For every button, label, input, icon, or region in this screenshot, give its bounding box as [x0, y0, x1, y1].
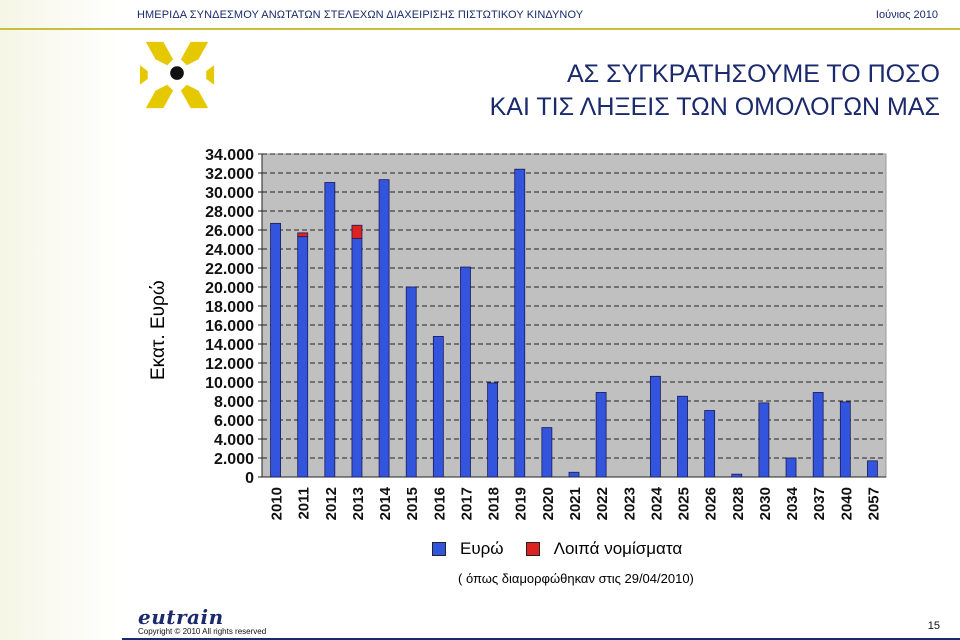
y-tick-label: 34.000 — [205, 147, 254, 164]
bar-euro — [324, 182, 336, 478]
slide-title-line2: ΚΑΙ ΤΙΣ ΛΗΞΕΙΣ ΤΩΝ ΟΜΟΛΟΓΩΝ ΜΑΣ — [489, 93, 940, 121]
header-bar — [0, 0, 960, 30]
legend-item-euro: Ευρώ — [432, 539, 504, 559]
y-tick-label: 16.000 — [205, 318, 254, 335]
legend-label-other: Λοιπά νομίσματα — [553, 539, 683, 558]
y-tick-label: 30.000 — [205, 185, 254, 202]
x-tick-label: 2040 — [838, 487, 855, 520]
bar-euro — [270, 222, 281, 478]
x-tick-label: 2011 — [296, 487, 313, 520]
bond-maturity-chart: 0 2.000 4.000 6.000 8.000 10.000 12.000 14.000 1… — [205, 147, 887, 520]
x-tick-label: 2018 — [486, 487, 503, 520]
y-tick-label: 10.000 — [205, 375, 254, 392]
y-tick-label: 0 — [245, 470, 254, 487]
bar-euro — [297, 236, 309, 478]
x-tick-label: 2014 — [377, 486, 394, 520]
chart-legend: Ευρώ Λοιπά νομίσματα — [432, 539, 704, 559]
y-tick-label: 22.000 — [205, 261, 254, 278]
x-tick-label: 2034 — [784, 486, 801, 520]
y-tick-label: 28.000 — [205, 204, 254, 221]
bar-euro — [812, 392, 824, 478]
x-tick-label: 2023 — [621, 487, 638, 520]
bar-euro — [541, 427, 553, 478]
legend-swatch-other — [525, 542, 540, 556]
page-number: 15 — [927, 620, 940, 632]
x-tick-label: 2021 — [567, 487, 584, 520]
y-tick-label: 8.000 — [214, 394, 254, 411]
bar-euro — [432, 335, 444, 478]
y-tick-label: 2.000 — [214, 451, 254, 468]
y-tick-label: 26.000 — [205, 223, 254, 240]
x-tick-label: 2015 — [404, 487, 421, 520]
x-tick-label: 2026 — [703, 487, 720, 520]
legend-label-euro: Ευρώ — [460, 539, 504, 558]
bar-euro — [514, 168, 526, 478]
y-tick-label: 32.000 — [205, 166, 254, 183]
bar-euro — [460, 266, 471, 478]
bar-euro — [785, 457, 797, 478]
chart-footnote: ( όπως διαμορφώθηκαν στις 29/04/2010) — [458, 571, 694, 586]
plot-area — [261, 153, 887, 478]
x-tick-label: 2025 — [676, 487, 693, 520]
bar-other-currency — [351, 224, 363, 239]
y-tick-label: 4.000 — [214, 432, 254, 449]
bar-euro — [568, 471, 580, 478]
x-tick-label: 2024 — [648, 486, 665, 520]
bar-euro — [758, 402, 770, 478]
x-tick-label: 2030 — [757, 487, 774, 520]
x-tick-label: 2022 — [594, 487, 611, 520]
bar-euro — [731, 473, 743, 478]
bar-euro — [405, 286, 417, 478]
y-tick-label: 24.000 — [205, 242, 254, 259]
bar-euro — [649, 375, 661, 478]
bar-euro — [839, 401, 851, 478]
x-tick-label: 2017 — [458, 487, 475, 520]
legend-swatch-euro — [432, 542, 446, 556]
y-tick-label: 12.000 — [205, 356, 254, 373]
bar-euro — [378, 179, 390, 478]
bar-euro — [867, 460, 878, 478]
x-tick-label: 2020 — [540, 487, 557, 520]
header-event-title: ΗΜΕΡΙΔΑ ΣΥΝΔΕΣΜΟΥ ΑΝΩΤΑΤΩΝ ΣΤΕΛΕΧΩΝ ΔΙΑΧ… — [137, 9, 584, 21]
y-tick-label: 6.000 — [214, 413, 254, 430]
legend-item-other: Λοιπά νομίσματα — [525, 539, 683, 559]
slide-title-line1: ΑΣ ΣΥΓΚΡΑΤΗΣΟΥΜΕ ΤΟ ΠΟΣΟ — [567, 60, 940, 88]
bar-euro — [704, 410, 716, 478]
left-band — [0, 0, 122, 640]
slide-title: ΑΣ ΣΥΓΚΡΑΤΗΣΟΥΜΕ ΤΟ ΠΟΣΟ ΚΑΙ ΤΙΣ ΛΗΞΕΙΣ … — [420, 58, 940, 124]
bar-euro — [351, 238, 363, 478]
x-tick-label: 2016 — [431, 487, 448, 520]
brand-logo-text: eutrain — [138, 605, 224, 629]
x-tick-label: 2037 — [811, 487, 828, 520]
bar-other-currency — [297, 232, 309, 238]
logo-icon — [139, 41, 215, 109]
y-tick-label: 18.000 — [205, 299, 254, 316]
x-tick-label: 2019 — [513, 487, 530, 520]
bar-euro — [595, 392, 607, 478]
copyright-text: Copyright © 2010 All rights reserved — [138, 627, 267, 636]
x-tick-label: 2057 — [865, 487, 882, 520]
x-tick-label: 2012 — [323, 487, 340, 520]
y-tick-label: 14.000 — [205, 337, 254, 354]
x-tick-label: 2013 — [350, 487, 367, 520]
y-tick-label: 20.000 — [205, 280, 254, 297]
x-tick-label: 2010 — [269, 487, 286, 520]
bar-euro — [677, 395, 688, 478]
header-date: Ιούνιος 2010 — [875, 9, 938, 21]
bar-euro — [487, 382, 499, 478]
y-axis-label: Εκατ. Ευρώ — [148, 280, 169, 380]
x-tick-label: 2028 — [730, 487, 747, 520]
footer-rule — [122, 638, 960, 640]
